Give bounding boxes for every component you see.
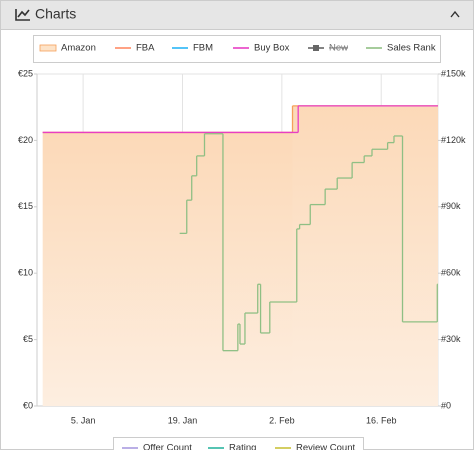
legend-label: Review Count [296, 443, 355, 450]
chart-icon [15, 9, 30, 21]
legend-item[interactable]: Sales Rank [366, 43, 436, 54]
legend-swatch [39, 44, 57, 52]
legend-label: Offer Count [143, 443, 192, 450]
y2-tick-label: #60k [441, 268, 461, 278]
legend-marker [313, 45, 319, 51]
y-tick-label: €5 [23, 334, 33, 344]
area-segment [292, 105, 438, 406]
y2-tick-label: #0 [441, 400, 451, 410]
y-tick-label: €15 [18, 201, 33, 211]
legend-label: Amazon [61, 43, 96, 54]
legend-item[interactable]: FBA [115, 43, 155, 54]
legend-item[interactable]: Buy Box [233, 43, 290, 54]
collapse-icon[interactable] [450, 10, 460, 18]
y2-tick-label: #90k [441, 201, 461, 211]
legend-label: Sales Rank [387, 43, 436, 54]
legend-label: Buy Box [254, 43, 290, 54]
legend-label: FBA [136, 43, 155, 54]
legend-item[interactable]: Review Count [275, 443, 355, 454]
y-tick-label: €25 [18, 68, 33, 78]
y2-tick-label: #30k [441, 334, 461, 344]
legend-box [33, 35, 441, 63]
x-tick-label: 5. Jan [71, 415, 96, 425]
legend-item[interactable]: Amazon [39, 43, 96, 54]
legend-item[interactable]: Rating [208, 443, 256, 454]
y2-tick-label: #120k [441, 135, 466, 145]
legend-item[interactable]: New [308, 43, 348, 54]
y2-tick-label: #150k [441, 68, 466, 78]
legend-item[interactable]: Offer Count [122, 443, 192, 454]
legend-label: Rating [229, 443, 256, 450]
panel-header[interactable] [0, 0, 474, 30]
area-segment [42, 132, 293, 406]
panel-title: Charts [35, 6, 76, 22]
x-tick-label: 16. Feb [366, 415, 397, 425]
y-tick-label: €20 [18, 135, 33, 145]
legend-label: FBM [193, 43, 213, 54]
x-tick-label: 2. Feb [269, 415, 295, 425]
y-tick-label: €10 [18, 268, 33, 278]
x-tick-label: 19. Jan [168, 415, 198, 425]
y-tick-label: €0 [23, 400, 33, 410]
legend-item[interactable]: FBM [172, 43, 213, 54]
